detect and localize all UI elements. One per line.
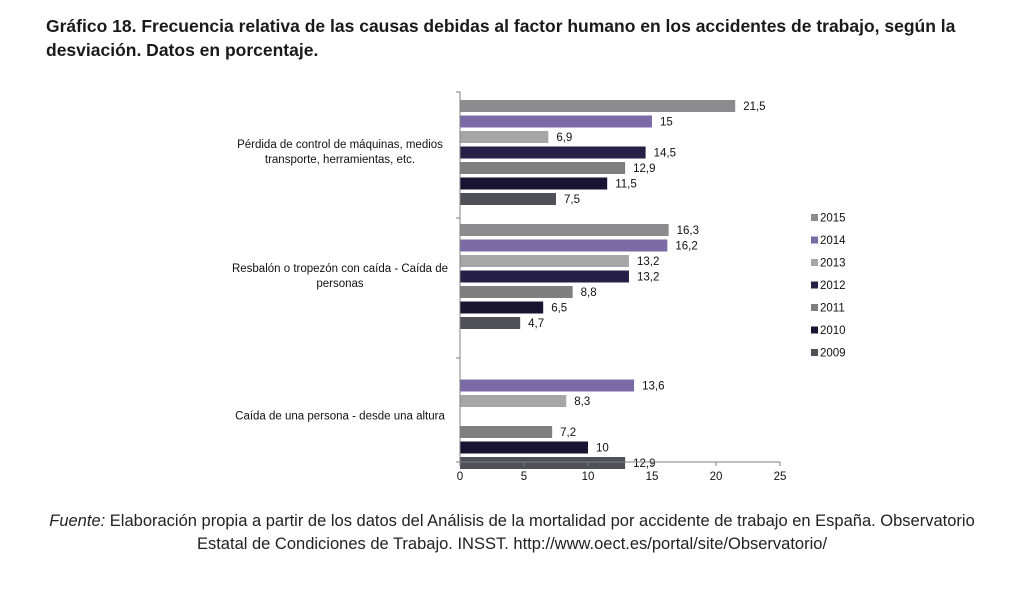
legend-swatch-2011	[811, 304, 818, 311]
x-tick-label: 10	[582, 471, 595, 483]
value-label: 13,2	[637, 272, 659, 284]
legend-label-2012: 2012	[820, 280, 846, 292]
category-label: Pérdida de control de máquinas, medios	[237, 139, 443, 151]
bar-2013-cat3	[460, 395, 567, 407]
bar-2012-cat2	[460, 270, 629, 283]
legend-label-2014: 2014	[820, 235, 846, 247]
value-label: 6,5	[551, 303, 567, 315]
x-tick-label: 20	[710, 471, 723, 483]
value-label: 13,6	[642, 381, 664, 393]
source-label: Fuente:	[49, 512, 106, 530]
legend: 2015 2014 2013 2012 2011 2010 2009	[811, 213, 846, 360]
legend-label-2013: 2013	[820, 258, 846, 270]
legend-label-2010: 2010	[820, 325, 846, 337]
x-axis: 0 5 10 15 20 25	[456, 91, 787, 483]
bar-2012-cat1	[460, 146, 646, 159]
bar-2014-cat2	[460, 239, 668, 252]
x-tick-label: 5	[521, 471, 527, 483]
bar-2015-cat2	[460, 224, 669, 236]
value-label: 16,3	[677, 225, 699, 237]
value-labels-group: 21,5 15 6,9 14,5 12,9 11,5 7,5 16,3 16,2 13,2 13,2…	[528, 101, 765, 470]
value-label: 8,8	[581, 287, 597, 299]
bar-2009-cat1	[460, 193, 556, 205]
value-label: 7,5	[564, 194, 580, 206]
bar-2011-cat2	[460, 286, 573, 298]
value-label: 21,5	[743, 101, 765, 113]
bar-2015-cat1	[460, 100, 736, 112]
value-label: 10	[596, 443, 609, 455]
category-label: personas	[316, 278, 364, 290]
bar-2013-cat2	[460, 255, 629, 267]
legend-swatch-2015	[811, 214, 818, 221]
bar-2014-cat1	[460, 115, 652, 128]
x-tick-label: 0	[457, 471, 463, 483]
value-label: 15	[660, 117, 673, 129]
category-label: Resbalón o tropezón con caída - Caída de	[232, 263, 448, 275]
legend-swatch-2009	[811, 349, 818, 356]
value-label: 13,2	[637, 256, 659, 268]
bar-2010-cat2	[460, 301, 544, 314]
legend-swatch-2014	[811, 236, 818, 244]
bar-2011-cat3	[460, 426, 553, 438]
category-label: Caída de una persona - desde una altura	[235, 410, 445, 422]
legend-label-2009: 2009	[820, 348, 846, 360]
source-text: Elaboración propia a partir de los datos…	[105, 512, 975, 553]
bar-2013-cat1	[460, 131, 549, 143]
bars-group	[460, 100, 736, 469]
legend-swatch-2013	[811, 259, 818, 266]
value-label: 16,2	[675, 241, 697, 253]
value-label: 4,7	[528, 318, 544, 330]
bar-2014-cat3	[460, 379, 635, 392]
bar-chart: 21,5 15 6,9 14,5 12,9 11,5 7,5 16,3 16,2 13,2 13,2…	[232, 91, 846, 483]
source-note: Fuente: Elaboración propia a partir de l…	[40, 510, 984, 556]
category-label: transporte, herramientas, etc.	[265, 154, 415, 166]
bar-2010-cat3	[460, 441, 588, 454]
legend-swatch-2010	[811, 326, 818, 334]
x-tick-label: 15	[646, 471, 659, 483]
value-label: 14,5	[654, 148, 676, 160]
value-label: 12,9	[633, 163, 655, 175]
legend-swatch-2012	[811, 281, 818, 289]
legend-label-2011: 2011	[820, 303, 845, 315]
bar-2009-cat3	[460, 457, 626, 469]
chart-title: Gráfico 18. Frecuencia relativa de las c…	[46, 16, 956, 60]
bar-2010-cat1	[460, 177, 608, 190]
x-tick-label: 25	[774, 471, 787, 483]
value-label: 7,2	[560, 427, 576, 439]
value-label: 12,9	[633, 458, 655, 470]
value-label: 11,5	[615, 179, 637, 191]
value-label: 6,9	[556, 132, 572, 144]
bar-2009-cat2	[460, 317, 521, 329]
value-label: 8,3	[574, 396, 590, 408]
category-labels-group: Pérdida de control de máquinas, medios tr…	[232, 139, 448, 423]
bar-2011-cat1	[460, 162, 626, 174]
legend-label-2015: 2015	[820, 213, 846, 225]
